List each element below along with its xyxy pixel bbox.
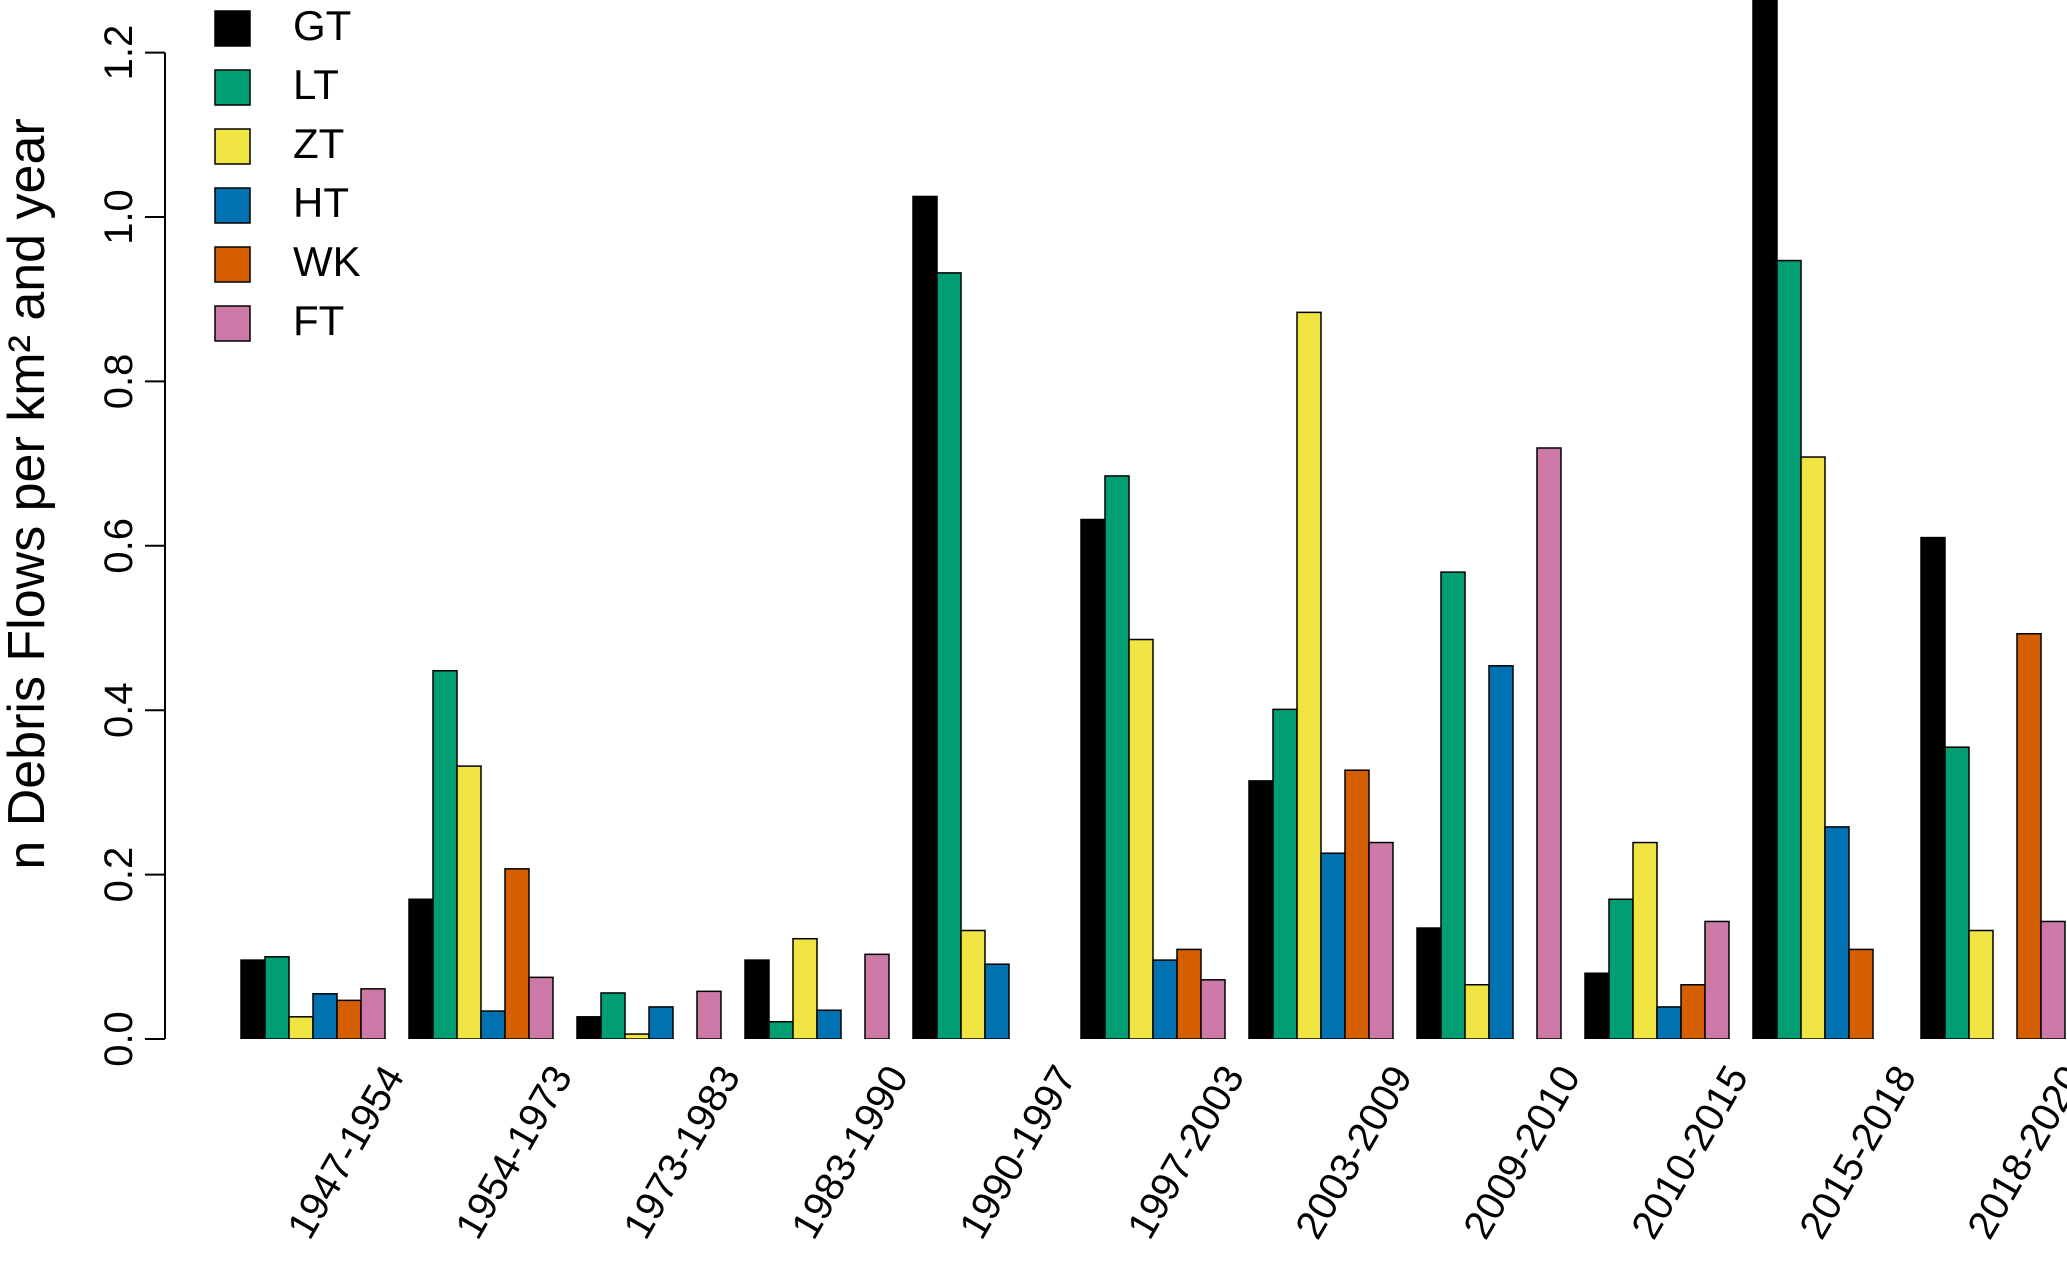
y-tick-label: 0.2 <box>97 847 141 903</box>
x-tick-label: 2018-2020 <box>1959 1059 2067 1247</box>
bar <box>984 963 1010 1039</box>
x-tick-label: 1947-1954 <box>279 1059 413 1247</box>
bar <box>1584 972 1610 1039</box>
bar <box>336 999 362 1039</box>
bar <box>648 1006 674 1039</box>
y-tick-label: 1.0 <box>97 189 141 245</box>
bar <box>816 1009 842 1039</box>
bar <box>912 195 938 1039</box>
legend-swatch <box>214 305 251 342</box>
legend-swatch <box>214 187 251 224</box>
bars <box>240 0 2066 1039</box>
bar <box>1848 948 1874 1039</box>
bar <box>960 929 986 1039</box>
bar <box>600 992 626 1039</box>
bar <box>1080 518 1106 1039</box>
bar <box>864 953 890 1039</box>
bar <box>1656 1006 1682 1039</box>
legend-label: HT <box>293 179 349 226</box>
bar <box>480 1010 506 1039</box>
bar <box>408 898 434 1039</box>
bar <box>1488 665 1514 1039</box>
y-tick-label: 1.2 <box>97 25 141 81</box>
bar <box>1632 841 1658 1039</box>
x-tick-label: 1997-2003 <box>1119 1059 1253 1247</box>
bar <box>264 956 290 1039</box>
legend-swatch <box>214 128 251 165</box>
bar <box>1176 948 1202 1039</box>
bar <box>1272 708 1298 1039</box>
y-tick-label: 0.6 <box>97 518 141 574</box>
legend-label: GT <box>293 2 351 49</box>
y-tick-label: 0.4 <box>97 682 141 738</box>
bar <box>1968 929 1994 1039</box>
bar <box>240 959 266 1039</box>
bar <box>1944 746 1970 1039</box>
bar <box>696 990 722 1039</box>
bar <box>936 272 962 1039</box>
bar <box>1368 841 1394 1039</box>
x-tick-label: 1973-1983 <box>615 1059 749 1247</box>
x-tick-label: 2009-2010 <box>1455 1059 1589 1247</box>
legend-label: FT <box>293 297 344 344</box>
bar <box>1248 780 1274 1039</box>
bar <box>456 765 482 1039</box>
legend-swatch <box>214 69 251 106</box>
x-tick-label: 1983-1990 <box>783 1059 917 1247</box>
x-tick-label: 2010-2015 <box>1623 1059 1757 1247</box>
bar <box>1824 826 1850 1039</box>
bar <box>1800 456 1826 1039</box>
bar <box>1296 311 1322 1039</box>
legend-label: WK <box>293 238 361 285</box>
bar <box>1608 898 1634 1039</box>
x-tick-label: 2003-2009 <box>1287 1059 1421 1247</box>
x-tick-label: 2015-2018 <box>1791 1059 1925 1247</box>
x-tick-label: 1954-1973 <box>447 1059 581 1247</box>
legend-swatch <box>214 10 251 47</box>
bar <box>1152 959 1178 1039</box>
bar <box>1200 979 1226 1039</box>
bar <box>504 868 530 1039</box>
bar <box>1704 920 1730 1039</box>
bar <box>1536 447 1562 1039</box>
bar <box>1416 927 1442 1039</box>
legend-swatch <box>214 246 251 283</box>
bar <box>624 1033 650 1039</box>
bar <box>1464 983 1490 1039</box>
y-axis-title: n Debris Flows per km² and year <box>0 118 56 869</box>
bar <box>576 1016 602 1039</box>
bar <box>2040 920 2066 1039</box>
bar <box>1440 571 1466 1039</box>
bar <box>288 1016 314 1039</box>
legend-label: LT <box>293 61 339 108</box>
bar <box>1776 259 1802 1039</box>
bar <box>1128 638 1154 1039</box>
bar <box>528 976 554 1039</box>
y-tick-label: 0.0 <box>97 1011 141 1067</box>
bar <box>1104 475 1130 1039</box>
bar <box>1680 983 1706 1039</box>
bar <box>1920 536 1946 1039</box>
bar <box>2016 633 2042 1039</box>
bar <box>792 937 818 1039</box>
bar <box>1320 852 1346 1039</box>
bar <box>1344 769 1370 1039</box>
bar <box>768 1020 794 1039</box>
bar <box>312 993 338 1039</box>
bar <box>360 988 386 1039</box>
bar <box>744 959 770 1039</box>
bar <box>432 669 458 1039</box>
legend-label: ZT <box>293 120 344 167</box>
y-tick-label: 0.8 <box>97 354 141 410</box>
bar <box>1752 0 1778 1039</box>
x-tick-label: 1990-1997 <box>951 1059 1085 1247</box>
